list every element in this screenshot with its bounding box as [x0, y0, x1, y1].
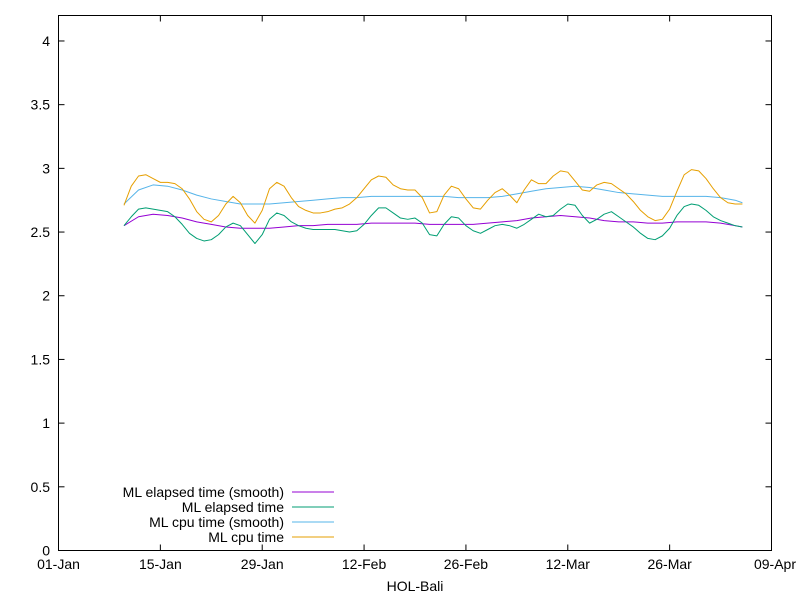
x-axis-label: HOL-Bali: [387, 578, 444, 594]
y-tick-label: 1.5: [31, 351, 51, 367]
x-tick-label: 01-Jan: [37, 556, 80, 572]
x-tick-label: 29-Jan: [241, 556, 284, 572]
legend-entry-label: ML elapsed time (smooth): [123, 484, 284, 500]
x-tick-label: 15-Jan: [139, 556, 182, 572]
plot-frame: [58, 15, 772, 551]
x-tick-label: 26-Mar: [647, 556, 692, 572]
series-line-1: [123, 213, 743, 229]
x-tick-label: 12-Mar: [546, 556, 591, 572]
y-tick-label: 0.5: [31, 479, 51, 495]
y-tick-label: 3: [42, 160, 50, 176]
legend: ML elapsed time (smooth)ML elapsed timeM…: [123, 484, 334, 545]
series-line-2: [123, 203, 743, 245]
series-line-4: [123, 169, 743, 224]
series-layer: [123, 169, 743, 245]
x-tick-label: 09-Apr: [754, 556, 796, 572]
legend-entry-label: ML cpu time (smooth): [149, 514, 284, 530]
y-tick-label: 0: [42, 543, 50, 559]
y-tick-label: 1: [42, 415, 50, 431]
legend-entry-label: ML elapsed time: [182, 499, 284, 515]
y-tick-label: 4: [42, 33, 50, 49]
x-tick-label: 12-Feb: [342, 556, 387, 572]
x-tick-label: 26-Feb: [444, 556, 489, 572]
y-tick-label: 2.5: [31, 224, 51, 240]
x-axis: 01-Jan 15-Jan 29-Jan 12-Feb 26-Feb 12-Mar 26-M…: [37, 15, 796, 572]
legend-entry-label: ML cpu time: [208, 529, 284, 545]
y-tick-label: 2: [42, 288, 50, 304]
y-axis: 0 0.5 1 1.5 2 2.5 3 3.5 4: [31, 33, 772, 559]
y-tick-label: 3.5: [31, 97, 51, 113]
